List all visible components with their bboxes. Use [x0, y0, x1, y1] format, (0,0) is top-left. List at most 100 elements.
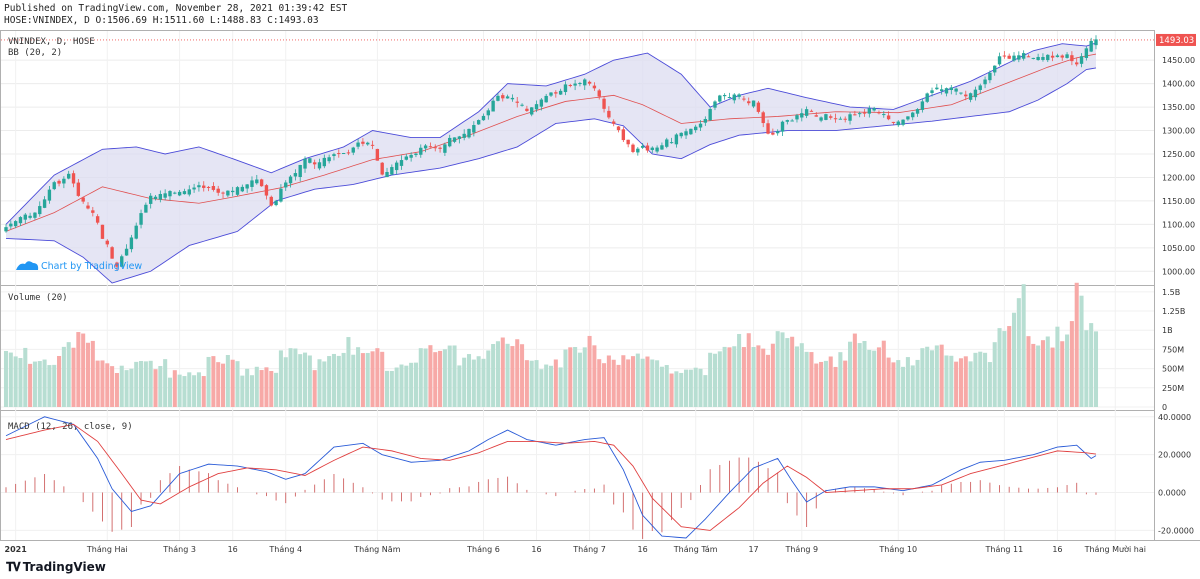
candle-body [829, 116, 833, 118]
volume-bar [196, 372, 201, 407]
volume-bar [891, 362, 896, 407]
candle-body [650, 147, 654, 150]
volume-bar [230, 359, 235, 407]
price-tick-label: 1400.00 [1162, 80, 1195, 89]
candle-body [255, 179, 259, 184]
volume-bar [949, 355, 954, 407]
candle-body [433, 147, 437, 149]
candle-body [631, 144, 635, 152]
volume-bar [881, 340, 886, 407]
price-tick-label: 1100.00 [1162, 220, 1195, 229]
time-tick-label: 16 [638, 545, 648, 554]
candle-body [954, 88, 958, 92]
volume-bar [105, 363, 110, 407]
candle-body [636, 148, 640, 153]
candle-body [703, 118, 708, 123]
candle-body [187, 189, 191, 195]
candle-body [732, 94, 736, 101]
candle-body [530, 107, 534, 115]
volume-bar [336, 355, 341, 407]
volume-bar [293, 348, 298, 407]
volume-bar [597, 359, 602, 407]
volume-bar [693, 367, 698, 407]
time-tick-label: Tháng 7 [572, 545, 606, 554]
candle-body [906, 116, 910, 120]
volume-bar [688, 369, 693, 407]
volume-bar [630, 356, 636, 407]
volume-bar [794, 346, 799, 407]
candle-body [843, 118, 847, 120]
candle-body [722, 95, 727, 97]
volume-bar [886, 357, 891, 407]
volume-tick-label: 1.25B [1162, 307, 1185, 316]
volume-bar [28, 363, 33, 407]
candle-body [23, 214, 27, 220]
volume-bar [298, 354, 303, 407]
volume-bar [674, 371, 679, 407]
candle-body [120, 256, 124, 267]
candle-body [968, 93, 973, 100]
candle-body [665, 139, 669, 147]
volume-bar [134, 361, 139, 407]
candle-body [404, 156, 408, 160]
candle-body [1050, 55, 1055, 58]
volume-bar [1079, 295, 1084, 407]
volume-bar [1002, 331, 1007, 407]
candle-body [1060, 55, 1064, 58]
candle-body [1046, 54, 1050, 61]
candle-body [1012, 55, 1016, 61]
bollinger-bands [1, 39, 1154, 284]
volume-bar [13, 356, 18, 407]
candle-body [366, 142, 370, 145]
volume-bar [934, 345, 939, 407]
macd-legend: MACD (12, 26, close, 9) [8, 422, 133, 432]
volume-bar [558, 367, 563, 407]
candle-body [988, 72, 992, 81]
candle-body [274, 200, 278, 206]
candle-body [124, 248, 129, 256]
macd-pane[interactable] [0, 410, 1155, 541]
candle-body [1026, 56, 1031, 58]
tradingview-brand[interactable]: 𝐓𝐕 TradingView [6, 560, 106, 575]
volume-bar [611, 359, 616, 407]
candle-body [1041, 56, 1045, 60]
candle-body [4, 227, 8, 232]
candle-body [346, 152, 351, 154]
volume-bar [978, 351, 983, 407]
candle-body [747, 101, 751, 104]
volume-bar [32, 361, 37, 407]
volume-bar [770, 343, 775, 407]
candle-body [1089, 40, 1093, 52]
candle-body [505, 96, 510, 99]
volume-bar [910, 365, 915, 407]
time-tick-label: Tháng 4 [268, 545, 302, 554]
candle-body [279, 188, 283, 202]
volume-bar [708, 352, 713, 407]
candle-body [771, 132, 775, 135]
candle-body [269, 196, 273, 206]
candle-body [886, 115, 891, 120]
volume-bar [486, 350, 491, 407]
candle-body [1055, 55, 1060, 58]
volume-bar [495, 341, 500, 407]
volume-bar [799, 343, 804, 407]
volume-bar [114, 372, 119, 407]
volume-bar [71, 347, 76, 407]
volume-tick-label: 500M [1162, 365, 1184, 374]
volume-bar [95, 360, 100, 407]
candle-body [539, 99, 544, 107]
candle-body [226, 190, 230, 196]
volume-bar [278, 350, 283, 407]
time-tick-label: 16 [1052, 545, 1062, 554]
candle-body [476, 120, 481, 125]
candle-body [182, 191, 187, 195]
volume-bar [838, 352, 843, 407]
candle-body [694, 126, 698, 131]
candle-body [597, 90, 601, 97]
volume-bar [1093, 331, 1099, 407]
volume-bar [954, 361, 959, 407]
volume-bar [110, 366, 115, 407]
volume-bar [322, 361, 327, 407]
volume-bar [42, 359, 47, 407]
